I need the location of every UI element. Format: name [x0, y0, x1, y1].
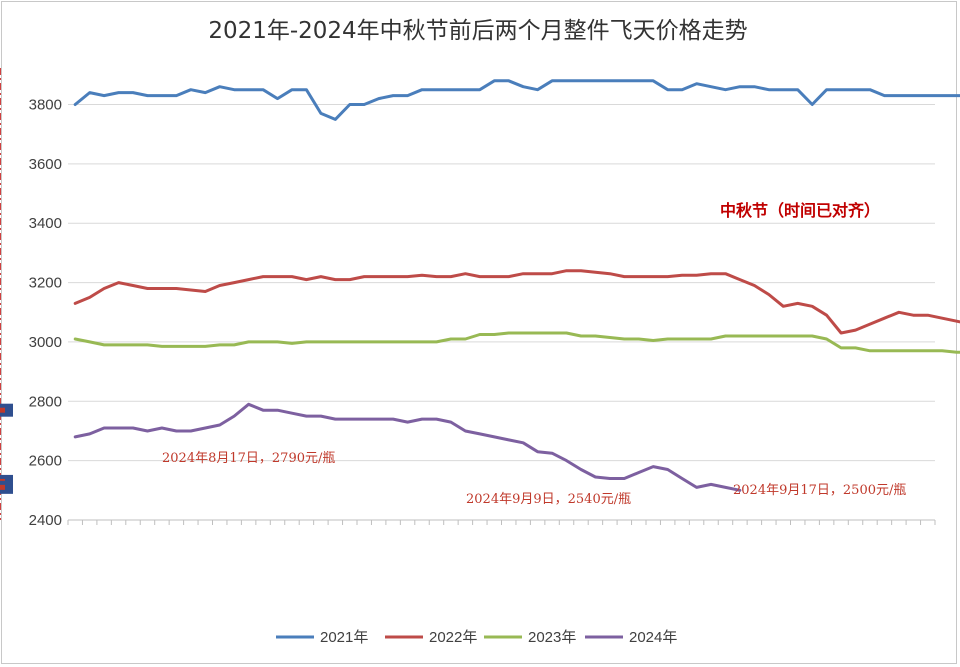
- festival-marker: 中秋节（时间已对齐）: [0, 68, 880, 520]
- festival-label: 中秋节（时间已对齐）: [720, 201, 880, 220]
- y-tick-label: 3400: [29, 215, 62, 232]
- annotations: 2024年8月17日，2790元/瓶 2024年9月9日，2540元/瓶 2024年…: [0, 403, 906, 507]
- series-line-2021年: [73, 79, 960, 121]
- y-tick-label: 2600: [29, 453, 62, 470]
- series-line-2023年: [73, 331, 960, 354]
- y-axis-ticks: 2400 2600 2800 3000 3200 3400 3600 3800: [29, 97, 62, 529]
- data-point-marker-center: [0, 407, 5, 413]
- series-line-2024年: [73, 402, 742, 492]
- annotation-label: 2024年9月17日，2500元/瓶: [733, 483, 906, 498]
- data-point-marker: [0, 403, 13, 417]
- y-tick-label: 3600: [29, 156, 62, 173]
- x-axis-ticks: 2024/8/42024/8/62024/8/82024/8/102024/8/…: [67, 520, 936, 525]
- legend-label: 2021年: [320, 629, 368, 646]
- series-lines: [73, 79, 960, 492]
- data-point-marker-center: [0, 484, 5, 490]
- annotation-label: 2024年9月9日，2540元/瓶: [466, 492, 631, 507]
- y-tick-label: 3200: [29, 275, 62, 292]
- y-tick-label: 3000: [29, 334, 62, 351]
- legend-label: 2022年: [429, 629, 477, 646]
- y-tick-label: 3800: [29, 97, 62, 114]
- legend-label: 2023年: [528, 629, 576, 646]
- chart-title: 2021年-2024年中秋节前后两个月整件飞天价格走势: [208, 18, 747, 44]
- y-tick-label: 2400: [29, 512, 62, 529]
- legend: 2021年 2022年 2023年 2024年: [276, 629, 677, 646]
- y-tick-label: 2800: [29, 393, 62, 410]
- legend-label: 2024年: [629, 629, 677, 646]
- annotation-label: 2024年8月17日，2790元/瓶: [162, 451, 335, 466]
- data-point-marker: [0, 480, 13, 494]
- series-line-2022年: [73, 269, 960, 335]
